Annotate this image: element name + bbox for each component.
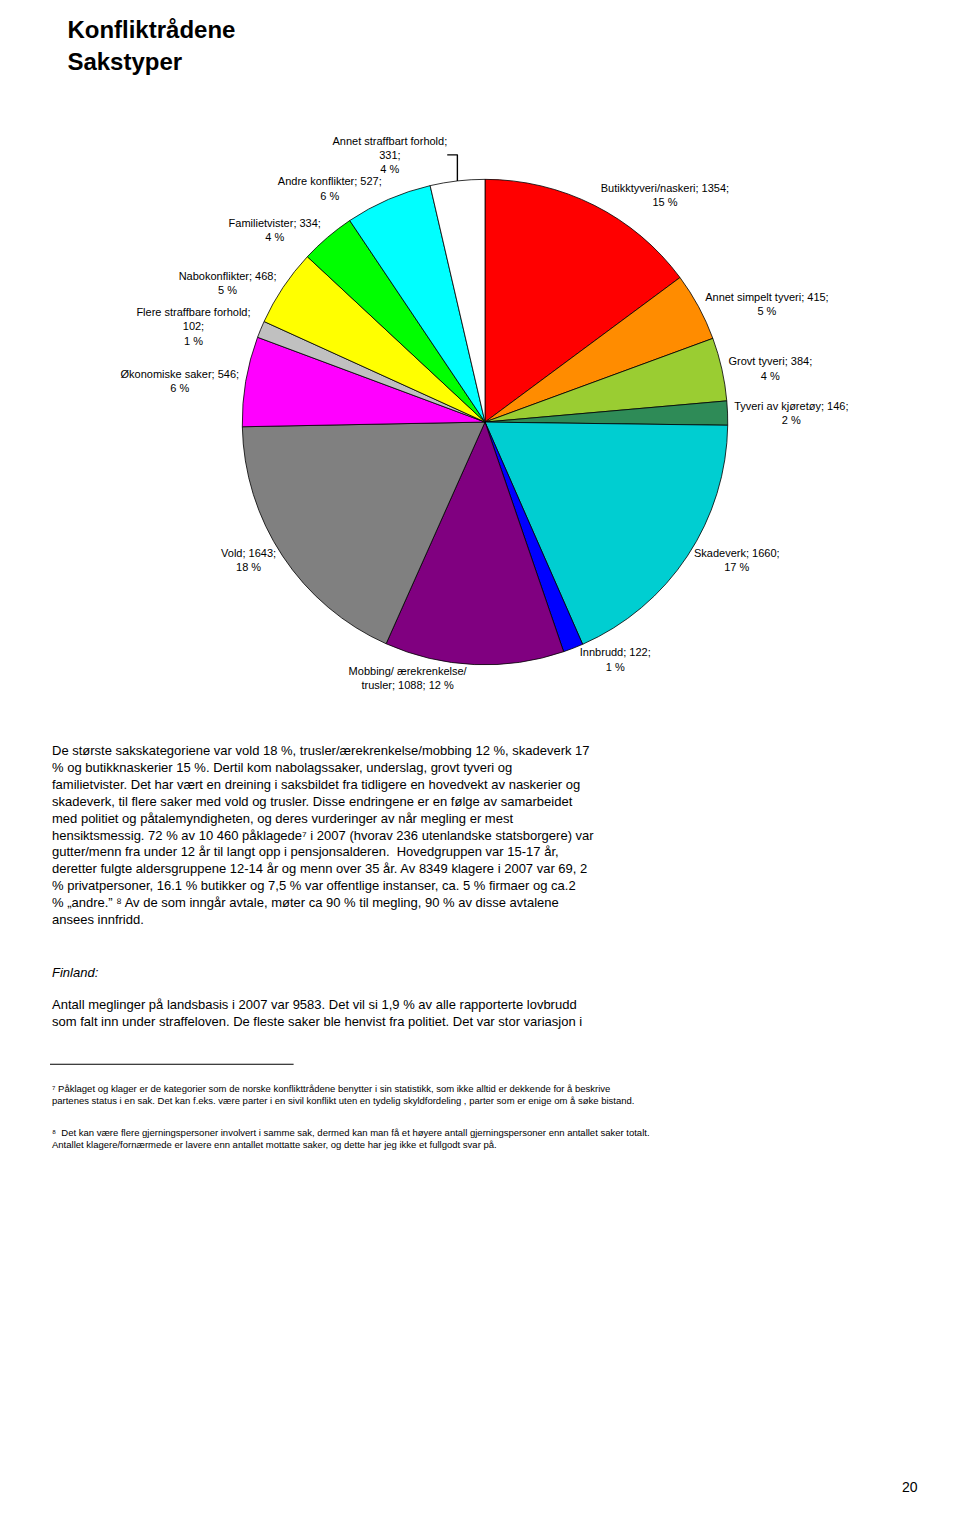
svg-text:Annet straffbart forhold;331;4: Annet straffbart forhold;331;4 % (332, 135, 447, 176)
svg-text:Annet simpelt tyveri; 415;5 %: Annet simpelt tyveri; 415;5 % (705, 291, 829, 317)
svg-text:Andre konflikter; 527;6 %: Andre konflikter; 527;6 % (278, 175, 382, 201)
svg-text:Mobbing/ ærekrenkelse/trusler;: Mobbing/ ærekrenkelse/trusler; 1088; 12 … (349, 665, 468, 691)
svg-text:Familietvister; 334;4 %: Familietvister; 334;4 % (229, 217, 321, 243)
svg-text:Vold; 1643;18 %: Vold; 1643;18 % (221, 547, 276, 573)
svg-text:Antall meglinger på landsbasis: Antall meglinger på landsbasis i 2007 va… (52, 997, 582, 1029)
svg-text:Skadeverk; 1660;17 %: Skadeverk; 1660;17 % (694, 547, 780, 573)
svg-text:20: 20 (902, 1479, 918, 1495)
svg-text:Økonomiske saker; 546;6 %: Økonomiske saker; 546;6 % (121, 368, 240, 394)
svg-text:Innbrudd; 122;1 %: Innbrudd; 122;1 % (580, 646, 651, 672)
svg-text:Butikktyveri/naskeri; 1354;15: Butikktyveri/naskeri; 1354;15 % (601, 182, 729, 208)
svg-text:⁸ Det kan være flere gjerning: ⁸ Det kan være flere gjerningspersoner i… (52, 1127, 650, 1150)
svg-text:Tyveri av kjøretøy; 146;2 %: Tyveri av kjøretøy; 146;2 % (734, 400, 848, 426)
svg-text:Finland:: Finland: (52, 965, 99, 980)
svg-text:⁷ Påklaget og klager er de kat: ⁷ Påklaget og klager er de kategorier so… (52, 1083, 634, 1106)
svg-text:KonfliktrådeneSakstyper: KonfliktrådeneSakstyper (67, 16, 235, 74)
svg-text:Nabokonflikter; 468;5 %: Nabokonflikter; 468;5 % (179, 270, 277, 296)
svg-text:Flere straffbare forhold;102;1: Flere straffbare forhold;102;1 % (136, 306, 250, 347)
svg-text:Grovt tyveri; 384;4 %: Grovt tyveri; 384;4 % (728, 355, 812, 381)
svg-text:De største sakskategoriene var: De største sakskategoriene var vold 18 %… (52, 743, 594, 927)
